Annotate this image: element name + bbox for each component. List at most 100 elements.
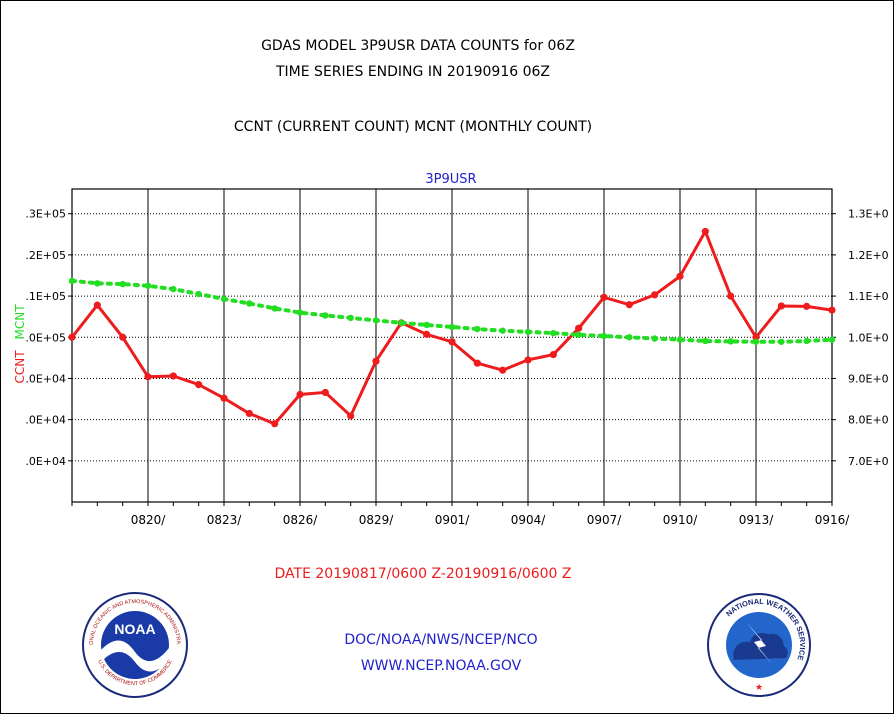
x-tick-label: 0829/ bbox=[359, 513, 395, 527]
data-point-mcnt bbox=[347, 314, 354, 322]
data-point-ccnt bbox=[752, 333, 760, 341]
chart-legend-description: CCNT (CURRENT COUNT) MCNT (MONTHLY COUNT… bbox=[233, 119, 593, 135]
data-point-mcnt bbox=[727, 338, 734, 345]
data-point-mcnt bbox=[68, 277, 76, 285]
data-point-mcnt bbox=[144, 282, 152, 289]
right-tick-label: 1.2E+0 bbox=[848, 249, 889, 262]
data-point-ccnt bbox=[93, 301, 101, 309]
data-point-mcnt bbox=[752, 338, 760, 345]
data-point-mcnt bbox=[626, 334, 633, 341]
chart-title: GDAS MODEL 3P9USR DATA COUNTS for 06Z bbox=[261, 38, 575, 54]
data-point-mcnt bbox=[803, 337, 810, 345]
data-point-mcnt bbox=[575, 331, 582, 338]
y-axis-label-mcnt: MCNT bbox=[13, 304, 27, 340]
left-tick-label: .0E+04 bbox=[25, 414, 66, 427]
data-point-ccnt bbox=[119, 333, 127, 341]
star-icon: ★ bbox=[755, 683, 763, 693]
data-point-ccnt bbox=[448, 338, 456, 346]
left-tick-label: .0E+04 bbox=[25, 372, 66, 385]
right-tick-label: 8.0E+0 bbox=[848, 414, 889, 427]
data-point-mcnt bbox=[499, 327, 506, 334]
data-point-ccnt bbox=[271, 420, 279, 428]
data-point-mcnt bbox=[372, 317, 380, 324]
data-point-mcnt bbox=[474, 325, 481, 333]
data-point-mcnt bbox=[195, 290, 202, 298]
data-point-ccnt bbox=[144, 373, 152, 381]
left-tick-label: .0E+04 bbox=[25, 455, 66, 468]
nws-logo: NATIONAL WEATHER SERVICE ★ bbox=[707, 593, 811, 697]
noaa-logo-text: NOAA bbox=[114, 621, 155, 637]
data-point-mcnt bbox=[524, 328, 532, 336]
data-point-ccnt bbox=[423, 330, 431, 338]
data-point-mcnt bbox=[94, 280, 101, 287]
footer-org: DOC/NOAA/NWS/NCEP/NCO bbox=[344, 632, 538, 648]
data-point-mcnt bbox=[448, 323, 456, 331]
data-point-ccnt bbox=[625, 301, 633, 309]
plot-subtitle: 3P9USR bbox=[425, 172, 477, 187]
data-point-ccnt bbox=[777, 302, 785, 310]
footer-url: WWW.NCEP.NOAA.GOV bbox=[360, 658, 522, 674]
chart-subtitle-series: TIME SERIES ENDING IN 20190916 06Z bbox=[276, 64, 550, 80]
data-point-ccnt bbox=[600, 293, 608, 301]
y-axis-label: CCNT MCNT bbox=[13, 304, 27, 384]
x-tick-label: 0826/ bbox=[283, 513, 319, 527]
x-tick-label: 0823/ bbox=[207, 513, 243, 527]
data-point-mcnt bbox=[778, 338, 785, 345]
data-point-mcnt bbox=[246, 300, 253, 307]
data-point-ccnt bbox=[347, 412, 355, 420]
data-point-mcnt bbox=[651, 335, 658, 342]
left-tick-label: .2E+05 bbox=[25, 249, 66, 262]
right-tick-label: 1.1E+0 bbox=[848, 290, 889, 303]
data-point-ccnt bbox=[499, 366, 507, 374]
data-point-mcnt bbox=[550, 329, 557, 337]
x-tick-label: 0913/ bbox=[739, 513, 775, 527]
data-point-ccnt bbox=[372, 357, 380, 365]
data-point-ccnt bbox=[296, 390, 304, 399]
y-axis-label-ccnt: CCNT bbox=[13, 350, 27, 384]
left-tick-label: .1E+05 bbox=[25, 290, 66, 303]
left-tick-label: .0E+05 bbox=[25, 331, 66, 344]
data-point-ccnt bbox=[68, 333, 76, 341]
data-point-ccnt bbox=[195, 381, 203, 389]
date-range-label: DATE 20190817/0600 Z-20190916/0600 Z bbox=[274, 566, 572, 582]
x-tick-label: 0820/ bbox=[131, 513, 167, 527]
data-point-mcnt bbox=[296, 309, 304, 316]
x-tick-label: 0901/ bbox=[435, 513, 471, 527]
data-point-mcnt bbox=[322, 312, 329, 319]
data-point-ccnt bbox=[524, 356, 532, 364]
data-point-ccnt bbox=[828, 306, 836, 314]
data-point-ccnt bbox=[651, 291, 659, 299]
data-point-mcnt bbox=[702, 337, 709, 345]
left-tick-label: .3E+05 bbox=[25, 208, 66, 221]
data-point-mcnt bbox=[676, 336, 684, 343]
right-tick-label: 1.0E+0 bbox=[848, 331, 889, 344]
x-tick-label: 0910/ bbox=[663, 513, 699, 527]
data-point-mcnt bbox=[423, 321, 430, 329]
data-point-ccnt bbox=[220, 394, 228, 402]
data-point-mcnt bbox=[170, 285, 177, 293]
data-point-ccnt bbox=[803, 302, 811, 310]
x-tick-label: 0904/ bbox=[511, 513, 547, 527]
data-point-ccnt bbox=[727, 292, 735, 300]
right-tick-label: 1.3E+0 bbox=[848, 208, 889, 221]
noaa-logo: NOAA NATIONAL OCEANIC AND ATMOSPHERIC AD… bbox=[80, 590, 188, 698]
data-point-mcnt bbox=[119, 280, 126, 288]
data-point-mcnt bbox=[600, 332, 608, 340]
data-point-ccnt bbox=[169, 372, 177, 380]
right-tick-label: 7.0E+0 bbox=[848, 455, 889, 468]
x-tick-label: 0916/ bbox=[815, 513, 851, 527]
data-point-ccnt bbox=[701, 227, 709, 236]
data-point-ccnt bbox=[321, 388, 329, 397]
data-point-ccnt bbox=[575, 324, 583, 332]
data-point-mcnt bbox=[398, 319, 405, 327]
data-point-mcnt bbox=[828, 336, 836, 343]
right-tick-label: 9.0E+0 bbox=[848, 372, 889, 385]
data-point-ccnt bbox=[549, 350, 557, 359]
data-point-mcnt bbox=[220, 295, 228, 303]
data-point-ccnt bbox=[676, 272, 684, 280]
data-point-ccnt bbox=[473, 359, 481, 367]
x-tick-label: 0907/ bbox=[587, 513, 623, 527]
data-point-mcnt bbox=[271, 305, 278, 312]
